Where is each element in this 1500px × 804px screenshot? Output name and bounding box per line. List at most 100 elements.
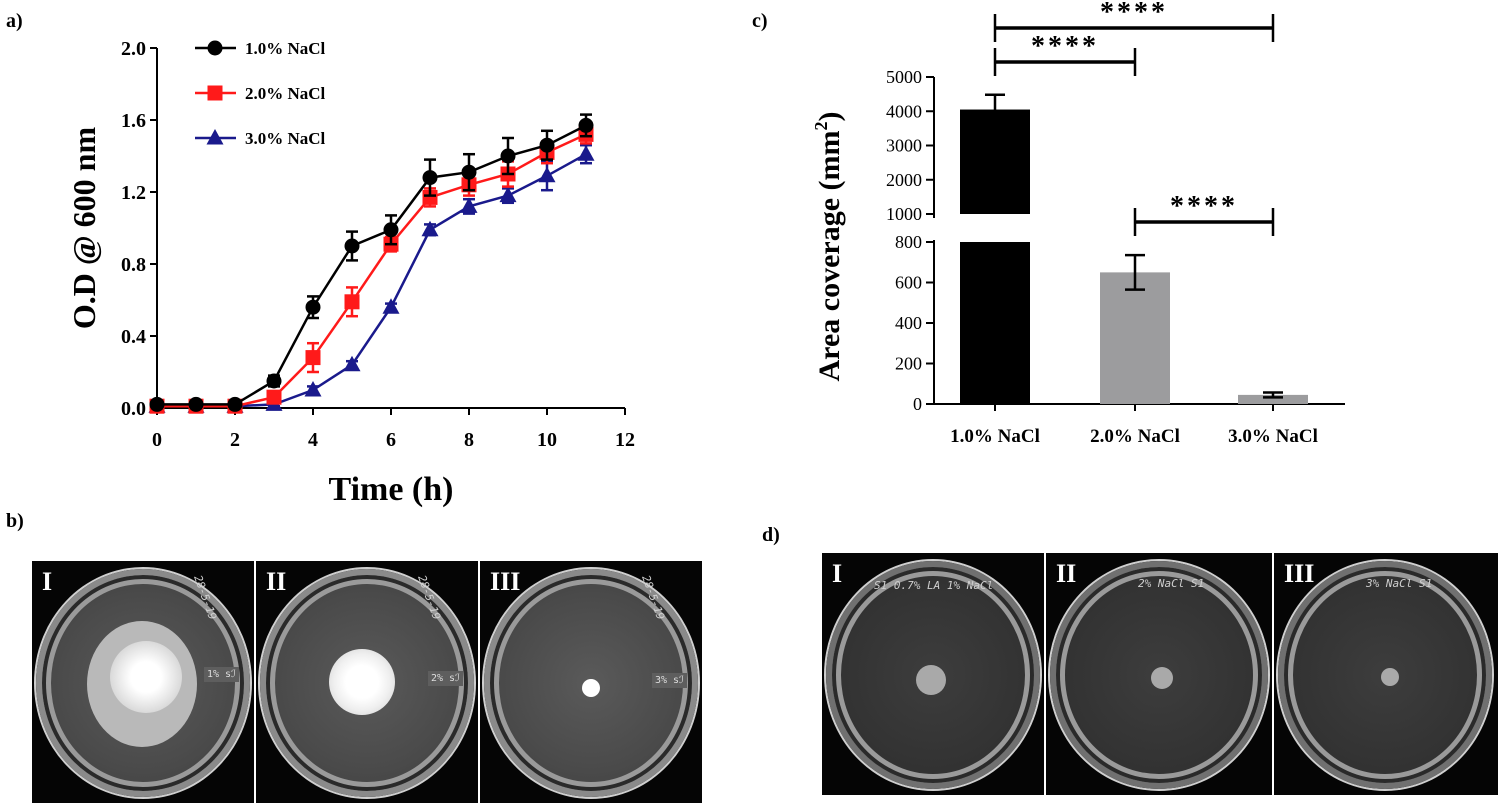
bar — [960, 109, 1030, 214]
data-point — [422, 170, 438, 186]
y-axis-title: O.D @ 600 nm — [66, 127, 102, 330]
y-axis-title-sup: 2 — [811, 122, 831, 131]
y-tick-label: 0.0 — [121, 398, 146, 420]
y-tick-label: 600 — [895, 273, 922, 293]
data-point — [305, 350, 321, 366]
data-point — [188, 396, 204, 412]
y-tick-label: 4000 — [886, 101, 922, 121]
bar — [960, 242, 1030, 404]
plate-d-2: 2% NaCl S1 II — [1046, 553, 1272, 795]
swim-zone — [1381, 668, 1399, 686]
y-tick-label: 0.4 — [121, 326, 146, 348]
plate-tag: 2% sℐ — [428, 671, 463, 686]
panel-label-b: b) — [6, 510, 24, 532]
x-axis-title: Time (h) — [329, 471, 454, 508]
data-point — [227, 396, 243, 412]
swarm-center — [582, 679, 600, 697]
data-point — [304, 381, 322, 397]
y-tick-label: 200 — [895, 354, 922, 374]
significance-label: **** — [1031, 31, 1099, 62]
data-point — [149, 396, 165, 412]
x-tick-label: 6 — [386, 429, 396, 451]
series-line — [157, 133, 587, 408]
data-point — [343, 355, 361, 372]
plate-number: II — [266, 567, 287, 596]
plate-b-1: 1% sℐ 28-5-19 I — [32, 561, 254, 803]
plate-number: III — [490, 567, 521, 596]
data-point — [577, 145, 595, 161]
swim-zone — [1151, 667, 1173, 689]
plate-b-3: 3% sℐ 28-5-19 III — [480, 561, 702, 803]
bar — [1238, 394, 1308, 404]
x-tick-label: 0 — [152, 429, 162, 451]
plate-number: III — [1284, 559, 1315, 588]
panel-label-c: c) — [752, 10, 768, 32]
x-tick-label: 12 — [615, 429, 635, 451]
y-tick-label: 5000 — [886, 67, 922, 87]
bar — [1100, 272, 1170, 404]
y-tick-label: 2.0 — [121, 38, 146, 60]
y-tick-label: 800 — [895, 232, 922, 252]
plate-d-1: S1 0.7% LA 1% NaCl I — [822, 553, 1044, 795]
x-tick-label: 4 — [308, 429, 318, 451]
data-point — [266, 389, 282, 405]
x-tick-label: 10 — [537, 429, 557, 451]
significance-label: **** — [1170, 191, 1238, 222]
data-point — [500, 148, 516, 164]
swarm-center — [110, 641, 182, 713]
data-point — [422, 189, 438, 205]
y-tick-label: 1.6 — [121, 110, 146, 132]
growth-curve-chart: 0.0 0.4 0.8 1.2 1.6 2.0 0 2 4 6 8 10 12 Time (h) O.D @… — [66, 38, 635, 508]
x-tick-label: 2.0% NaCl — [1090, 426, 1180, 447]
data-point — [344, 238, 360, 254]
plate-note: 2% NaCl S1 — [1138, 577, 1205, 590]
area-coverage-chart: 0 200 400 600 800 1000 2000 3000 4000 5000 1.0% Na… — [811, 0, 1345, 447]
plate-tag: 3% sℐ — [652, 673, 687, 688]
x-tick-label: 8 — [464, 429, 474, 451]
plate-number: I — [42, 567, 53, 596]
data-point — [578, 117, 594, 133]
y-tick-label: 2000 — [886, 170, 922, 190]
panel-label-a: a) — [6, 10, 23, 32]
y-tick-label: 0 — [913, 394, 922, 414]
data-point — [539, 137, 555, 153]
plate-b-2: 2% sℐ 28-5-19 II — [256, 561, 478, 803]
data-point — [460, 197, 478, 213]
petri-dish — [1050, 561, 1268, 789]
x-tick-label: 3.0% NaCl — [1228, 426, 1318, 447]
panel-label-d: d) — [762, 524, 780, 546]
plate-number: II — [1056, 559, 1077, 588]
legend-label: 2.0% NaCl — [245, 84, 326, 103]
significance-label: **** — [1100, 0, 1168, 28]
legend-marker — [207, 40, 223, 56]
data-point — [382, 298, 400, 314]
legend-marker — [206, 129, 224, 145]
legend-marker — [207, 85, 223, 101]
data-point — [461, 164, 477, 180]
plate-note: 3% NaCl S1 — [1366, 577, 1433, 590]
x-tick-label: 2 — [230, 429, 240, 451]
legend-label: 1.0% NaCl — [245, 39, 326, 58]
x-tick-label: 1.0% NaCl — [950, 426, 1040, 447]
swarm-center — [329, 649, 395, 715]
data-point — [305, 299, 321, 315]
data-point — [421, 220, 439, 237]
y-axis-title-end: ) — [813, 112, 846, 122]
y-axis-title-main: Area coverage (mm — [813, 131, 846, 382]
y-tick-label: 400 — [895, 313, 922, 333]
y-axis-title: Area coverage (mm2) — [811, 112, 846, 382]
plate-tag: 1% sℐ — [204, 667, 239, 682]
plate-d-3: 3% NaCl S1 III — [1274, 553, 1498, 795]
y-tick-label: 1.2 — [121, 182, 146, 204]
y-tick-label: 0.8 — [121, 254, 146, 276]
data-point — [499, 186, 517, 203]
data-point — [383, 222, 399, 238]
swim-zone — [916, 665, 946, 695]
legend-label: 3.0% NaCl — [245, 129, 326, 148]
data-point — [344, 294, 360, 310]
data-point — [538, 166, 556, 183]
plate-number: I — [832, 559, 843, 588]
series-line — [157, 153, 587, 408]
data-point — [266, 373, 282, 389]
plate-note: S1 0.7% LA 1% NaCl — [874, 579, 994, 592]
